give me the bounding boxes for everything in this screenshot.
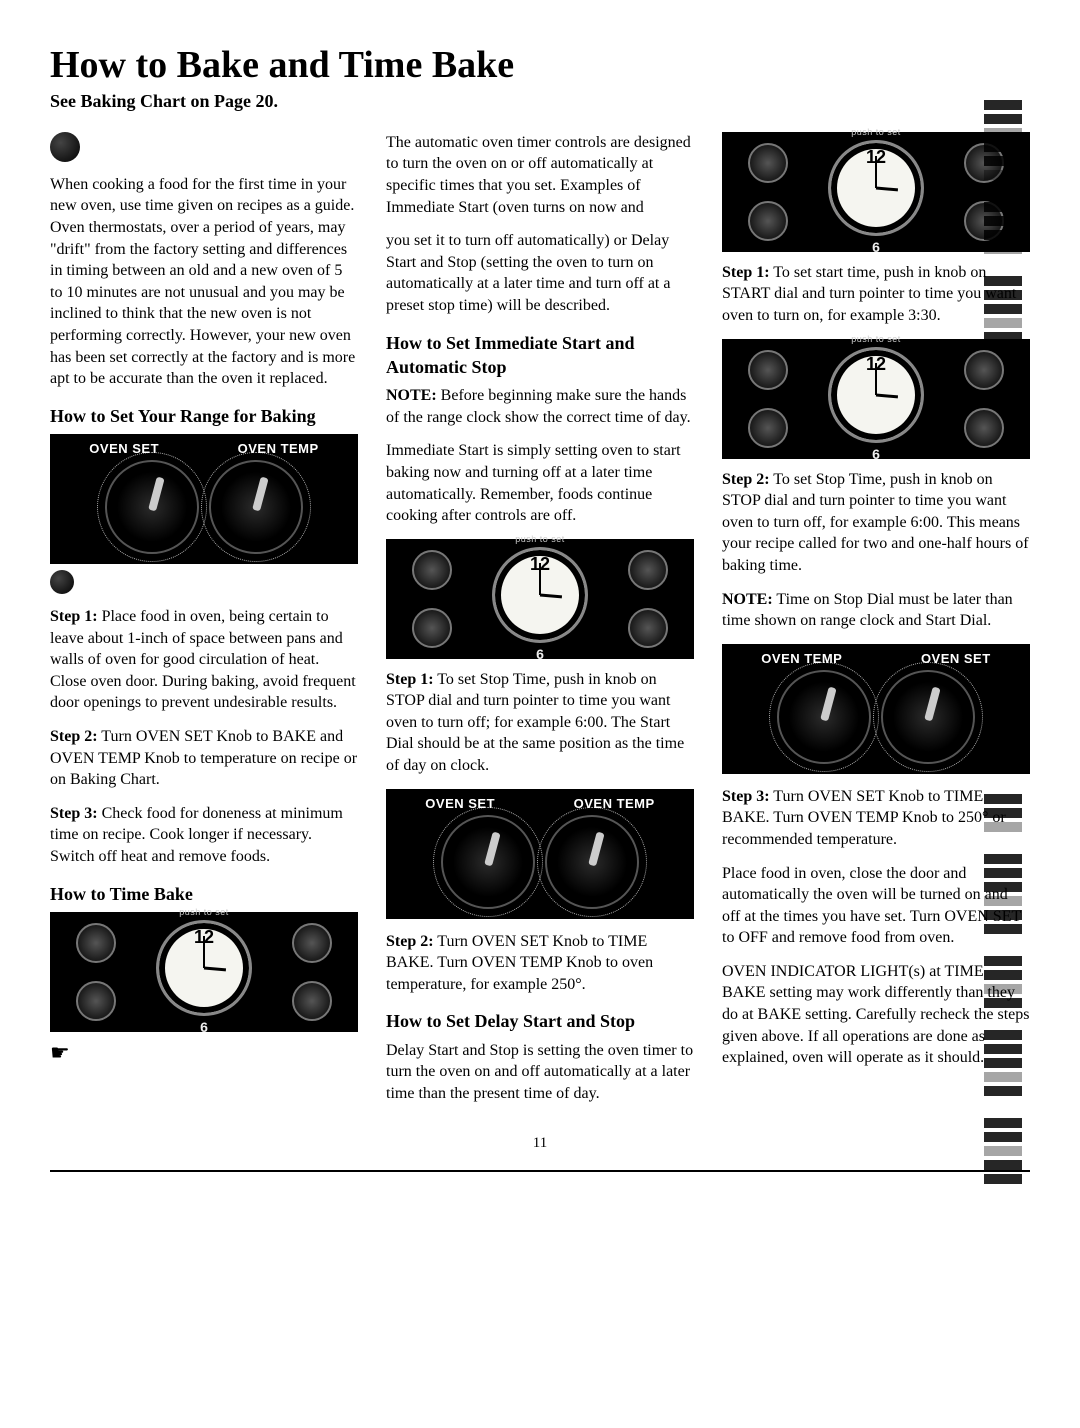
intro-paragraph: When cooking a food for the first time i… [50, 174, 358, 390]
set-knob-icon [292, 923, 332, 963]
set-range-step1: Step 1: Place food in oven, being certai… [50, 606, 358, 714]
page-rule [50, 1170, 1030, 1172]
bullet-icon [50, 132, 80, 162]
side-thumb-tabs [984, 100, 1022, 1184]
set-range-heading: How to Set Your Range for Baking [50, 404, 358, 428]
delay-start-heading: How to Set Delay Start and Stop [386, 1009, 694, 1033]
oven-control-panel-figure-2: OVEN SET OVEN TEMP [386, 789, 694, 919]
page-subtitle: See Baking Chart on Page 20. [50, 91, 1030, 112]
time-bake-heading: How to Time Bake [50, 882, 358, 906]
immediate-note: NOTE: Before beginning make sure the han… [386, 385, 694, 428]
bullet-icon [50, 570, 74, 594]
timer-clock-figure-2: push to set 12 6 [386, 539, 694, 659]
set-range-step2: Step 2: Turn OVEN SET Knob to BAKE and O… [50, 726, 358, 791]
oven-control-panel-figure-3: OVEN TEMP OVEN SET [722, 644, 1030, 774]
immediate-step2: Step 2: Turn OVEN SET Knob to TIME BAKE.… [386, 931, 694, 996]
oven-set-knob-icon [105, 460, 199, 554]
page-container: How to Bake and Time Bake See Baking Cha… [50, 45, 1030, 1172]
set-knob-icon [292, 981, 332, 1021]
immediate-para: Immediate Start is simply setting oven t… [386, 440, 694, 526]
clock-face-icon: 12 [156, 920, 252, 1016]
time-bake-para1-cont: you set it to turn off automatically) or… [386, 230, 694, 316]
page-number: 11 [50, 1135, 1030, 1152]
panel-label-left: OVEN SET [89, 440, 159, 458]
body-columns: When cooking a food for the first time i… [50, 132, 1030, 1105]
delay-para: Delay Start and Stop is setting the oven… [386, 1040, 694, 1105]
panel-label-right: OVEN TEMP [238, 440, 319, 458]
timer-clock-figure-1: push to set 12 6 [50, 912, 358, 1032]
start-knob-icon [76, 923, 116, 963]
immediate-start-heading: How to Set Immediate Start and Automatic… [386, 331, 694, 380]
immediate-step1: Step 1: To set Stop Time, push in knob o… [386, 669, 694, 777]
set-range-step3: Step 3: Check food for doneness at minim… [50, 803, 358, 868]
time-bake-para1: The automatic oven timer controls are de… [386, 132, 694, 218]
arrow-icon: ☛ [50, 1042, 70, 1064]
stop-knob-icon [76, 981, 116, 1021]
page-title: How to Bake and Time Bake [50, 45, 1030, 87]
oven-control-panel-figure: OVEN SET OVEN TEMP [50, 434, 358, 564]
oven-temp-knob-icon [209, 460, 303, 554]
